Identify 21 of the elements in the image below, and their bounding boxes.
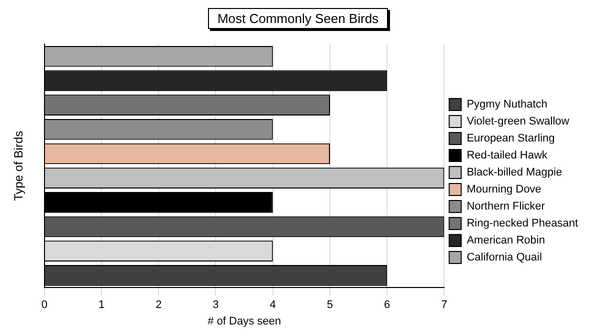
- chart-title: Most Commonly Seen Birds: [208, 8, 388, 29]
- x-axis-title: # of Days seen: [208, 315, 281, 328]
- legend-label: European Starling: [466, 132, 555, 145]
- x-tick-label: 7: [441, 299, 448, 312]
- x-tick-label: 6: [384, 299, 390, 312]
- x-tick-label: 5: [326, 299, 334, 312]
- legend-label: Red-tailed Hawk: [466, 150, 548, 162]
- y-axis-title: Type of Birds: [12, 130, 26, 201]
- legend-label: Violet-green Swallow: [466, 116, 570, 128]
- legend-label: Northern Flicker: [466, 200, 546, 213]
- x-tick-label: 3: [212, 299, 219, 312]
- legend-label: Pygmy Nuthatch: [466, 98, 548, 111]
- x-tick-label: 4: [270, 299, 276, 312]
- x-tick-label: 2: [156, 299, 162, 312]
- x-tick-label: 0: [41, 299, 48, 312]
- legend-label: Mourning Dove: [466, 184, 542, 196]
- legend-label: Ring-necked Pheasant: [466, 218, 578, 230]
- x-tick-label: 1: [98, 299, 105, 312]
- legend-label: California Quail: [466, 252, 542, 264]
- legend-label: American Robin: [466, 234, 545, 247]
- legend-label: Black-billed Magpie: [466, 166, 562, 179]
